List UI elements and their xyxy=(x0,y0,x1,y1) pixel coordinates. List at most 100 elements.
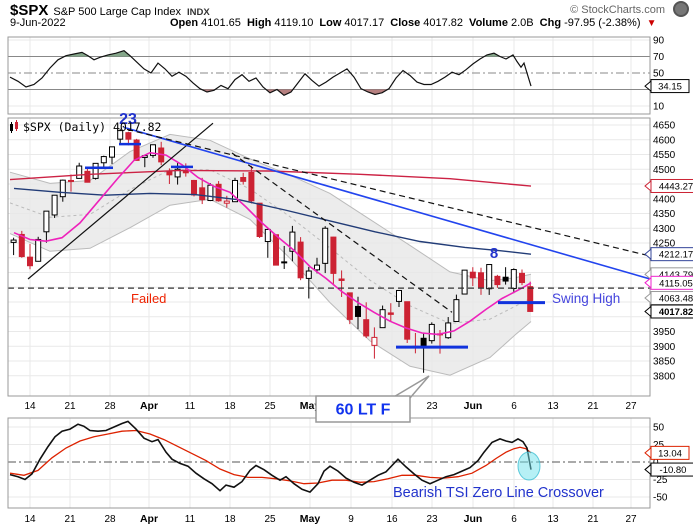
candle-body xyxy=(338,278,345,281)
x-tick-label: Jun xyxy=(464,513,483,525)
rsi-oversold-fill xyxy=(201,89,388,96)
x-tick-label: 11 xyxy=(185,514,196,525)
x-tick-label: 28 xyxy=(104,401,116,412)
crossover-highlight xyxy=(517,451,541,481)
x-tick-label: 18 xyxy=(224,401,236,412)
rsi-panel xyxy=(8,37,650,114)
trendline-rising-support xyxy=(27,122,214,280)
price-box-label: 4443.27 xyxy=(659,181,693,192)
candle xyxy=(10,237,17,256)
x-tick-label: 14 xyxy=(24,514,36,525)
high-value: 4119.10 xyxy=(274,17,314,29)
candle-body xyxy=(84,170,91,183)
price-label: 4650 xyxy=(653,121,676,132)
candle xyxy=(453,294,460,322)
candle-body xyxy=(18,233,25,258)
x-tick-label: Jun xyxy=(464,400,483,412)
candle-body xyxy=(387,312,394,315)
chart-label-group: $SPX (Daily) 4017.82 xyxy=(10,120,161,134)
candle xyxy=(428,322,435,344)
candle xyxy=(84,168,91,183)
candle-body xyxy=(346,292,353,320)
candle-body xyxy=(371,336,378,346)
candle-body xyxy=(478,272,484,288)
candle-body xyxy=(174,168,181,178)
candle xyxy=(199,177,206,205)
price-box-label: 34.15 xyxy=(658,82,682,93)
tsi-label: -50 xyxy=(653,493,668,504)
candle xyxy=(215,181,222,202)
candle xyxy=(396,289,402,308)
price-label: 4400 xyxy=(653,194,676,205)
x-tick-label: 9 xyxy=(348,514,354,525)
trendline-peak-downtrend-blue xyxy=(123,126,650,280)
candle xyxy=(150,144,156,158)
candle-body xyxy=(305,270,312,279)
candle xyxy=(51,194,58,218)
candle xyxy=(289,225,296,262)
candle-body xyxy=(322,227,329,264)
candle-body xyxy=(59,179,66,198)
price-box-label: -10.80 xyxy=(660,465,687,476)
ma200-line xyxy=(9,169,532,187)
candle-body xyxy=(76,165,83,179)
volume-label: Volume xyxy=(469,17,508,29)
price-axis: 4650 4600 4550 4500 4400 4350 4300 4250 3950 3900… xyxy=(644,36,693,504)
x-tick-label: 23 xyxy=(426,514,438,525)
rsi-overbought-fill xyxy=(64,50,514,57)
x-tick-label: May xyxy=(300,400,321,412)
price-label: 3950 xyxy=(653,327,676,338)
candle-body xyxy=(199,187,206,201)
tsi-label: 50 xyxy=(653,423,665,434)
candle xyxy=(273,234,279,266)
close-value: 4017.82 xyxy=(423,17,463,29)
candle-body xyxy=(527,286,534,312)
candle-body xyxy=(519,272,525,284)
candle-body xyxy=(232,179,238,203)
rsi-label: 50 xyxy=(653,69,665,80)
candle xyxy=(281,245,288,269)
candle xyxy=(502,267,509,285)
candle xyxy=(264,228,271,258)
candle xyxy=(59,179,66,202)
candle xyxy=(92,162,99,180)
price-label: 4600 xyxy=(653,135,676,146)
candle-body xyxy=(43,210,50,233)
candle-body xyxy=(273,234,279,266)
candle-body xyxy=(314,264,320,271)
tsi-label: -25 xyxy=(653,475,668,486)
x-tick-label: 25 xyxy=(264,401,276,412)
candle-body xyxy=(453,299,460,322)
callout-box xyxy=(315,395,411,423)
candle-body xyxy=(510,269,517,289)
rsi-frame xyxy=(7,36,651,115)
bollinger-lower xyxy=(9,198,532,376)
price-box xyxy=(650,445,690,460)
price-box-label: 4212.17 xyxy=(659,250,693,261)
annotation-count-23: 23 xyxy=(119,111,137,128)
chart-header: $SPX S&P 500 Large Cap Index INDX xyxy=(10,2,210,19)
help-icon[interactable] xyxy=(673,1,689,17)
candle xyxy=(248,165,255,204)
candle-body xyxy=(486,264,493,290)
x-axis-row-2: 14 21 28 Apr 11 18 25 May 9 16 23 Jun 6 13 21 27 xyxy=(24,513,637,525)
candle xyxy=(445,317,452,339)
chart-type-icon xyxy=(10,120,18,133)
candle-body xyxy=(191,179,197,196)
rsi-fill-green xyxy=(64,50,514,57)
x-tick-label: 21 xyxy=(64,514,76,525)
price-box-label: 13.04 xyxy=(658,448,682,459)
x-tick-label: 18 xyxy=(224,514,236,525)
x-tick-label: Apr xyxy=(140,400,158,412)
candle-body xyxy=(10,239,17,243)
candle xyxy=(68,174,74,192)
candle xyxy=(404,301,411,344)
price-box-label: 4115.05 xyxy=(659,278,693,289)
price-box xyxy=(650,79,690,94)
chart-title-label: $SPX (Daily) 4017.82 xyxy=(23,120,161,134)
x-tick-label: 13 xyxy=(547,401,559,412)
candle xyxy=(322,226,329,274)
annotation-swing-high: Swing High xyxy=(552,291,620,306)
